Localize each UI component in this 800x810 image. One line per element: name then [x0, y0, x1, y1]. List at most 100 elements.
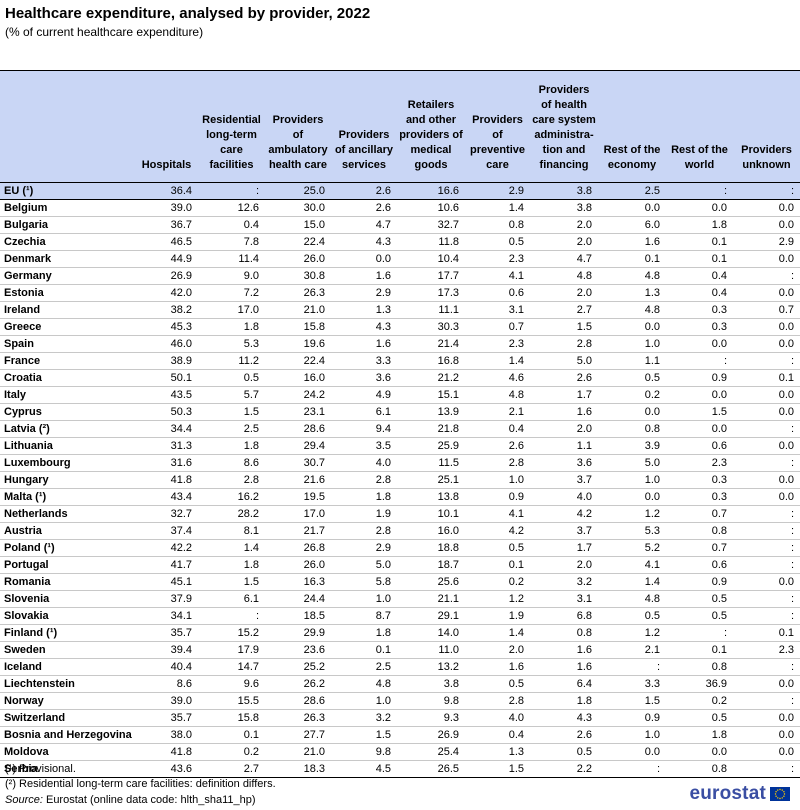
table-cell: 1.5 [198, 403, 265, 421]
table-cell: 5.2 [598, 539, 666, 557]
table-cell: 2.6 [530, 726, 598, 744]
table-cell: 0.0 [666, 386, 733, 404]
table-cell: 4.9 [331, 386, 397, 404]
table-cell: 36.9 [666, 675, 733, 693]
table-cell: 21.6 [265, 471, 331, 489]
table-cell: 43.4 [135, 488, 198, 506]
table-cell: 0.0 [733, 726, 800, 744]
table-cell: 13.2 [397, 658, 465, 676]
eu-flag-icon [770, 787, 790, 801]
table-cell: : [733, 182, 800, 200]
table-cell: 44.9 [135, 250, 198, 268]
table-cell: 0.0 [733, 335, 800, 353]
table-cell: 0.6 [666, 437, 733, 455]
table-cell: 1.7 [530, 539, 598, 557]
table-cell: 0.3 [666, 471, 733, 489]
row-label: Austria [0, 522, 135, 540]
table-cell: 6.8 [530, 607, 598, 625]
table-cell: 38.2 [135, 301, 198, 319]
table-cell: 8.1 [198, 522, 265, 540]
table-cell: 4.3 [530, 709, 598, 727]
table-cell: : [666, 182, 733, 200]
table-cell: 0.8 [666, 522, 733, 540]
table-cell: 18.5 [265, 607, 331, 625]
table-cell: 0.1 [666, 250, 733, 268]
table-cell: 1.3 [331, 301, 397, 319]
table-cell: : [733, 607, 800, 625]
column-header: Rest of the world [666, 70, 733, 183]
table-cell: 15.5 [198, 692, 265, 710]
table-cell: 1.8 [331, 624, 397, 642]
table-cell: 50.1 [135, 369, 198, 387]
table-cell: 30.0 [265, 199, 331, 217]
row-label: Moldova [0, 743, 135, 761]
table-cell: 3.2 [331, 709, 397, 727]
table-cell: 1.3 [465, 743, 530, 761]
table-cell: 4.8 [530, 267, 598, 285]
table-cell: 26.2 [265, 675, 331, 693]
table-cell: 26.9 [135, 267, 198, 285]
table-row: Czechia 46.5 7.8 22.4 4.3 11.8 0.5 2.0 1.6 0.1 2.9 [0, 233, 800, 251]
column-header: Providers of ambulatory health care [265, 70, 331, 183]
table-cell: 2.5 [198, 420, 265, 438]
table-cell: 0.1 [331, 641, 397, 659]
row-label: Finland (¹) [0, 624, 135, 642]
table-cell: 3.6 [331, 369, 397, 387]
table-row: Netherlands 32.7 28.2 17.0 1.9 10.1 4.1 4.2 1.2 0… [0, 505, 800, 523]
table-cell: 30.8 [265, 267, 331, 285]
row-label: Germany [0, 267, 135, 285]
table-cell: 8.6 [198, 454, 265, 472]
table-cell: 3.1 [465, 301, 530, 319]
table-row: Moldova 41.8 0.2 21.0 9.8 25.4 1.3 0.5 0.0 0.0 0.0 [0, 743, 800, 761]
table-cell: 3.8 [530, 199, 598, 217]
table-row: Estonia 42.0 7.2 26.3 2.9 17.3 0.6 2.0 1.3 0.4 0.0 [0, 284, 800, 302]
table-cell: 1.7 [530, 386, 598, 404]
table-cell: 6.4 [530, 675, 598, 693]
table-cell: 10.1 [397, 505, 465, 523]
table-cell: 1.1 [598, 352, 666, 370]
table-cell: 4.2 [530, 505, 598, 523]
table-cell: 3.2 [530, 573, 598, 591]
table-cell: 28.2 [198, 505, 265, 523]
table-cell: 0.5 [598, 607, 666, 625]
table-cell: 21.0 [265, 301, 331, 319]
table-row: Italy 43.5 5.7 24.2 4.9 15.1 4.8 1.7 0.2 0.0 0.0 [0, 386, 800, 404]
table-cell: 2.8 [198, 471, 265, 489]
table-cell: : [733, 420, 800, 438]
table-cell: 14.7 [198, 658, 265, 676]
table-cell: 0.0 [733, 199, 800, 217]
table-cell: 0.0 [331, 250, 397, 268]
table-cell: 0.5 [666, 590, 733, 608]
row-label: Croatia [0, 369, 135, 387]
row-label: France [0, 352, 135, 370]
table-cell: 0.0 [733, 471, 800, 489]
table-cell: : [666, 624, 733, 642]
table-cell: 2.6 [331, 182, 397, 200]
table-cell: 17.7 [397, 267, 465, 285]
eurostat-logo: eurostat [689, 783, 790, 805]
table-header-row: Hospitals Residential long-term care fac… [0, 70, 800, 183]
table-cell: 0.0 [733, 386, 800, 404]
footnote-definition: (²) Residential long-term care facilitie… [5, 778, 276, 790]
table-cell: : [198, 182, 265, 200]
table-cell: 17.0 [265, 505, 331, 523]
table-row: Portugal 41.7 1.8 26.0 5.0 18.7 0.1 2.0 4.1 0.6: [0, 556, 800, 574]
row-label: Netherlands [0, 505, 135, 523]
table-cell: : [733, 760, 800, 778]
table-cell: 1.5 [666, 403, 733, 421]
table-row: France 38.9 11.2 22.4 3.3 16.8 1.4 5.0 1.1:: [0, 352, 800, 370]
table-cell: 0.5 [198, 369, 265, 387]
table-cell: 19.6 [265, 335, 331, 353]
row-label: Cyprus [0, 403, 135, 421]
table-row: Ireland 38.2 17.0 21.0 1.3 11.1 3.1 2.7 4.8 0.3 0.… [0, 301, 800, 319]
table-cell: 2.7 [198, 760, 265, 778]
row-label: Lithuania [0, 437, 135, 455]
table-cell: 1.1 [530, 437, 598, 455]
table-cell: 25.4 [397, 743, 465, 761]
table-cell: 9.0 [198, 267, 265, 285]
table-cell: 1.0 [331, 590, 397, 608]
table-cell: 2.9 [733, 233, 800, 251]
table-cell: 0.0 [733, 403, 800, 421]
table-cell: : [733, 539, 800, 557]
table-cell: 1.3 [598, 284, 666, 302]
